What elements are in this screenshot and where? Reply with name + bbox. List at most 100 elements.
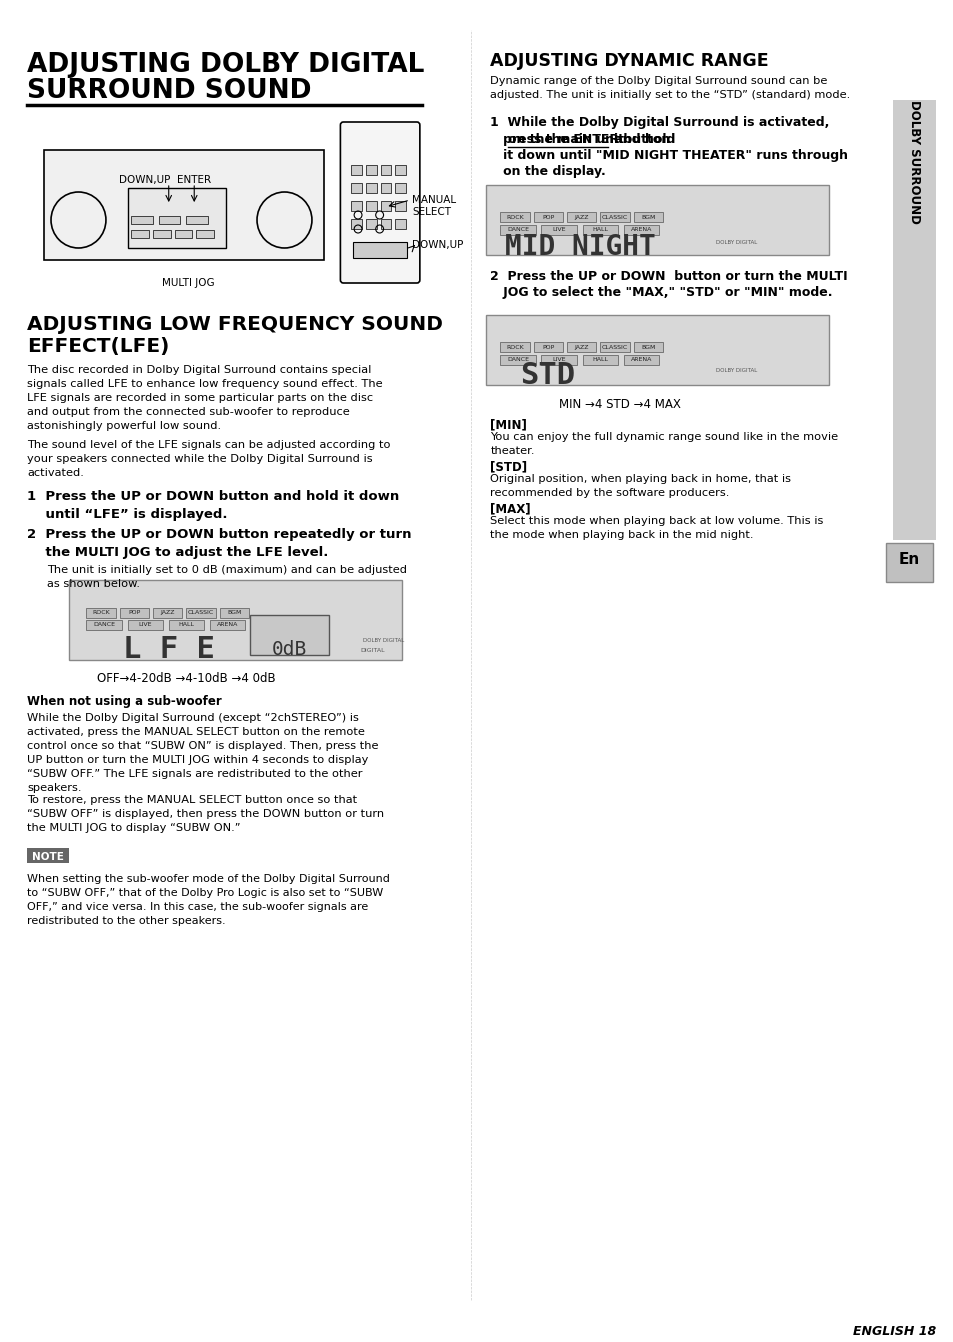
Text: Original position, when playing back in home, that is
recommended by the softwar: Original position, when playing back in … <box>490 474 791 498</box>
Bar <box>353 242 407 258</box>
Text: LIVE: LIVE <box>138 621 152 627</box>
Bar <box>599 342 629 352</box>
Text: JOG to select the "MAX," "STD" or "MIN" mode.: JOG to select the "MAX," "STD" or "MIN" … <box>490 286 832 299</box>
Bar <box>152 229 171 238</box>
Text: POP: POP <box>128 611 140 615</box>
Text: DOLBY DIGITAL: DOLBY DIGITAL <box>362 637 404 643</box>
Text: DOLBY DIGITAL: DOLBY DIGITAL <box>716 240 757 246</box>
Bar <box>380 201 391 211</box>
Text: When not using a sub-woofer: When not using a sub-woofer <box>28 695 222 709</box>
Bar <box>169 620 204 629</box>
Bar <box>174 229 193 238</box>
Text: CLASSIC: CLASSIC <box>601 215 627 220</box>
Bar <box>86 620 122 629</box>
Bar <box>380 219 391 229</box>
Bar <box>250 615 328 655</box>
Bar <box>395 219 406 229</box>
Text: ROCK: ROCK <box>506 345 523 350</box>
Text: POP: POP <box>541 345 554 350</box>
Text: DOWN,UP: DOWN,UP <box>119 174 171 185</box>
FancyBboxPatch shape <box>340 122 419 283</box>
Text: MIN →4 STD →4 MAX: MIN →4 STD →4 MAX <box>558 399 680 411</box>
Text: 1  Press the UP or DOWN button and hold it down
    until “LFE” is displayed.: 1 Press the UP or DOWN button and hold i… <box>28 490 399 521</box>
Text: [MIN]: [MIN] <box>490 417 527 431</box>
Text: MID NIGHT: MID NIGHT <box>505 234 656 260</box>
FancyBboxPatch shape <box>885 544 932 582</box>
Bar <box>499 212 529 221</box>
Text: HALL: HALL <box>592 227 608 232</box>
Text: ARENA: ARENA <box>630 227 652 232</box>
Bar <box>541 356 577 365</box>
Text: HALL: HALL <box>178 621 194 627</box>
Bar <box>152 608 182 619</box>
Text: SURROUND SOUND: SURROUND SOUND <box>28 78 312 103</box>
Bar <box>219 608 249 619</box>
Bar <box>623 356 659 365</box>
Bar <box>566 342 596 352</box>
Text: and hold: and hold <box>610 133 675 146</box>
Bar <box>395 183 406 193</box>
Text: 1  While the Dolby Digital Surround is activated,: 1 While the Dolby Digital Surround is ac… <box>490 115 829 129</box>
Text: on the main unit: on the main unit <box>508 133 623 146</box>
Bar <box>351 219 361 229</box>
FancyBboxPatch shape <box>69 580 402 660</box>
Bar <box>128 188 226 248</box>
Text: ROCK: ROCK <box>92 611 110 615</box>
Text: DOLBY DIGITAL: DOLBY DIGITAL <box>716 368 757 373</box>
Bar <box>366 183 376 193</box>
Bar <box>395 201 406 211</box>
Text: NOTE: NOTE <box>32 852 64 862</box>
Bar <box>582 356 618 365</box>
Bar <box>599 212 629 221</box>
Text: CLASSIC: CLASSIC <box>601 345 627 350</box>
Text: 2  Press the UP or DOWN button repeatedly or turn
    the MULTI JOG to adjust th: 2 Press the UP or DOWN button repeatedly… <box>28 527 412 560</box>
Text: When setting the sub-woofer mode of the Dolby Digital Surround
to “SUBW OFF,” th: When setting the sub-woofer mode of the … <box>28 874 390 926</box>
Text: While the Dolby Digital Surround (except “2chSTEREO”) is
activated, press the MA: While the Dolby Digital Surround (except… <box>28 713 378 793</box>
Text: L F E: L F E <box>123 635 214 664</box>
Text: Select this mode when playing back at low volume. This is
the mode when playing : Select this mode when playing back at lo… <box>490 517 823 539</box>
Bar <box>892 101 935 539</box>
Bar <box>132 216 152 224</box>
Bar <box>196 229 213 238</box>
Bar <box>533 342 562 352</box>
Text: ADJUSTING LOW FREQUENCY SOUND: ADJUSTING LOW FREQUENCY SOUND <box>28 315 443 334</box>
Text: MANUAL
SELECT: MANUAL SELECT <box>412 195 456 216</box>
Text: The unit is initially set to 0 dB (maximum) and can be adjusted
as shown below.: The unit is initially set to 0 dB (maxim… <box>47 565 407 589</box>
Bar <box>351 183 361 193</box>
Text: BGM: BGM <box>227 611 241 615</box>
Text: The sound level of the LFE signals can be adjusted according to
your speakers co: The sound level of the LFE signals can b… <box>28 440 391 478</box>
Text: STD: STD <box>519 361 575 391</box>
Bar <box>28 848 69 863</box>
Text: ENTER: ENTER <box>177 174 211 185</box>
Bar <box>499 356 535 365</box>
Bar <box>533 212 562 221</box>
Text: DANCE: DANCE <box>506 357 528 362</box>
FancyBboxPatch shape <box>485 185 828 255</box>
Text: The disc recorded in Dolby Digital Surround contains special
signals called LFE : The disc recorded in Dolby Digital Surro… <box>28 365 383 431</box>
Bar <box>366 165 376 174</box>
Text: BGM: BGM <box>640 215 655 220</box>
Text: LIVE: LIVE <box>552 357 565 362</box>
Text: DIGITAL: DIGITAL <box>360 648 385 654</box>
Bar <box>366 219 376 229</box>
Bar <box>86 608 115 619</box>
Bar <box>351 165 361 174</box>
Text: press the ENTER button: press the ENTER button <box>490 133 675 146</box>
Text: MULTI JOG: MULTI JOG <box>162 278 214 289</box>
Bar <box>186 216 208 224</box>
Text: JAZZ: JAZZ <box>574 345 588 350</box>
Text: ADJUSTING DOLBY DIGITAL: ADJUSTING DOLBY DIGITAL <box>28 52 424 78</box>
Bar <box>633 212 662 221</box>
Text: En: En <box>898 552 919 568</box>
Text: LIVE: LIVE <box>552 227 565 232</box>
FancyBboxPatch shape <box>44 150 323 260</box>
Text: DOLBY SURROUND: DOLBY SURROUND <box>907 101 920 224</box>
Text: Dynamic range of the Dolby Digital Surround sound can be
adjusted. The unit is i: Dynamic range of the Dolby Digital Surro… <box>490 76 850 101</box>
Text: OFF→4-20dB →4-10dB →4 0dB: OFF→4-20dB →4-10dB →4 0dB <box>97 672 275 684</box>
Bar <box>499 225 535 235</box>
Bar <box>210 620 245 629</box>
Bar <box>633 342 662 352</box>
Text: DOWN,UP: DOWN,UP <box>412 240 463 250</box>
Text: on the display.: on the display. <box>490 165 605 178</box>
Text: ROCK: ROCK <box>506 215 523 220</box>
